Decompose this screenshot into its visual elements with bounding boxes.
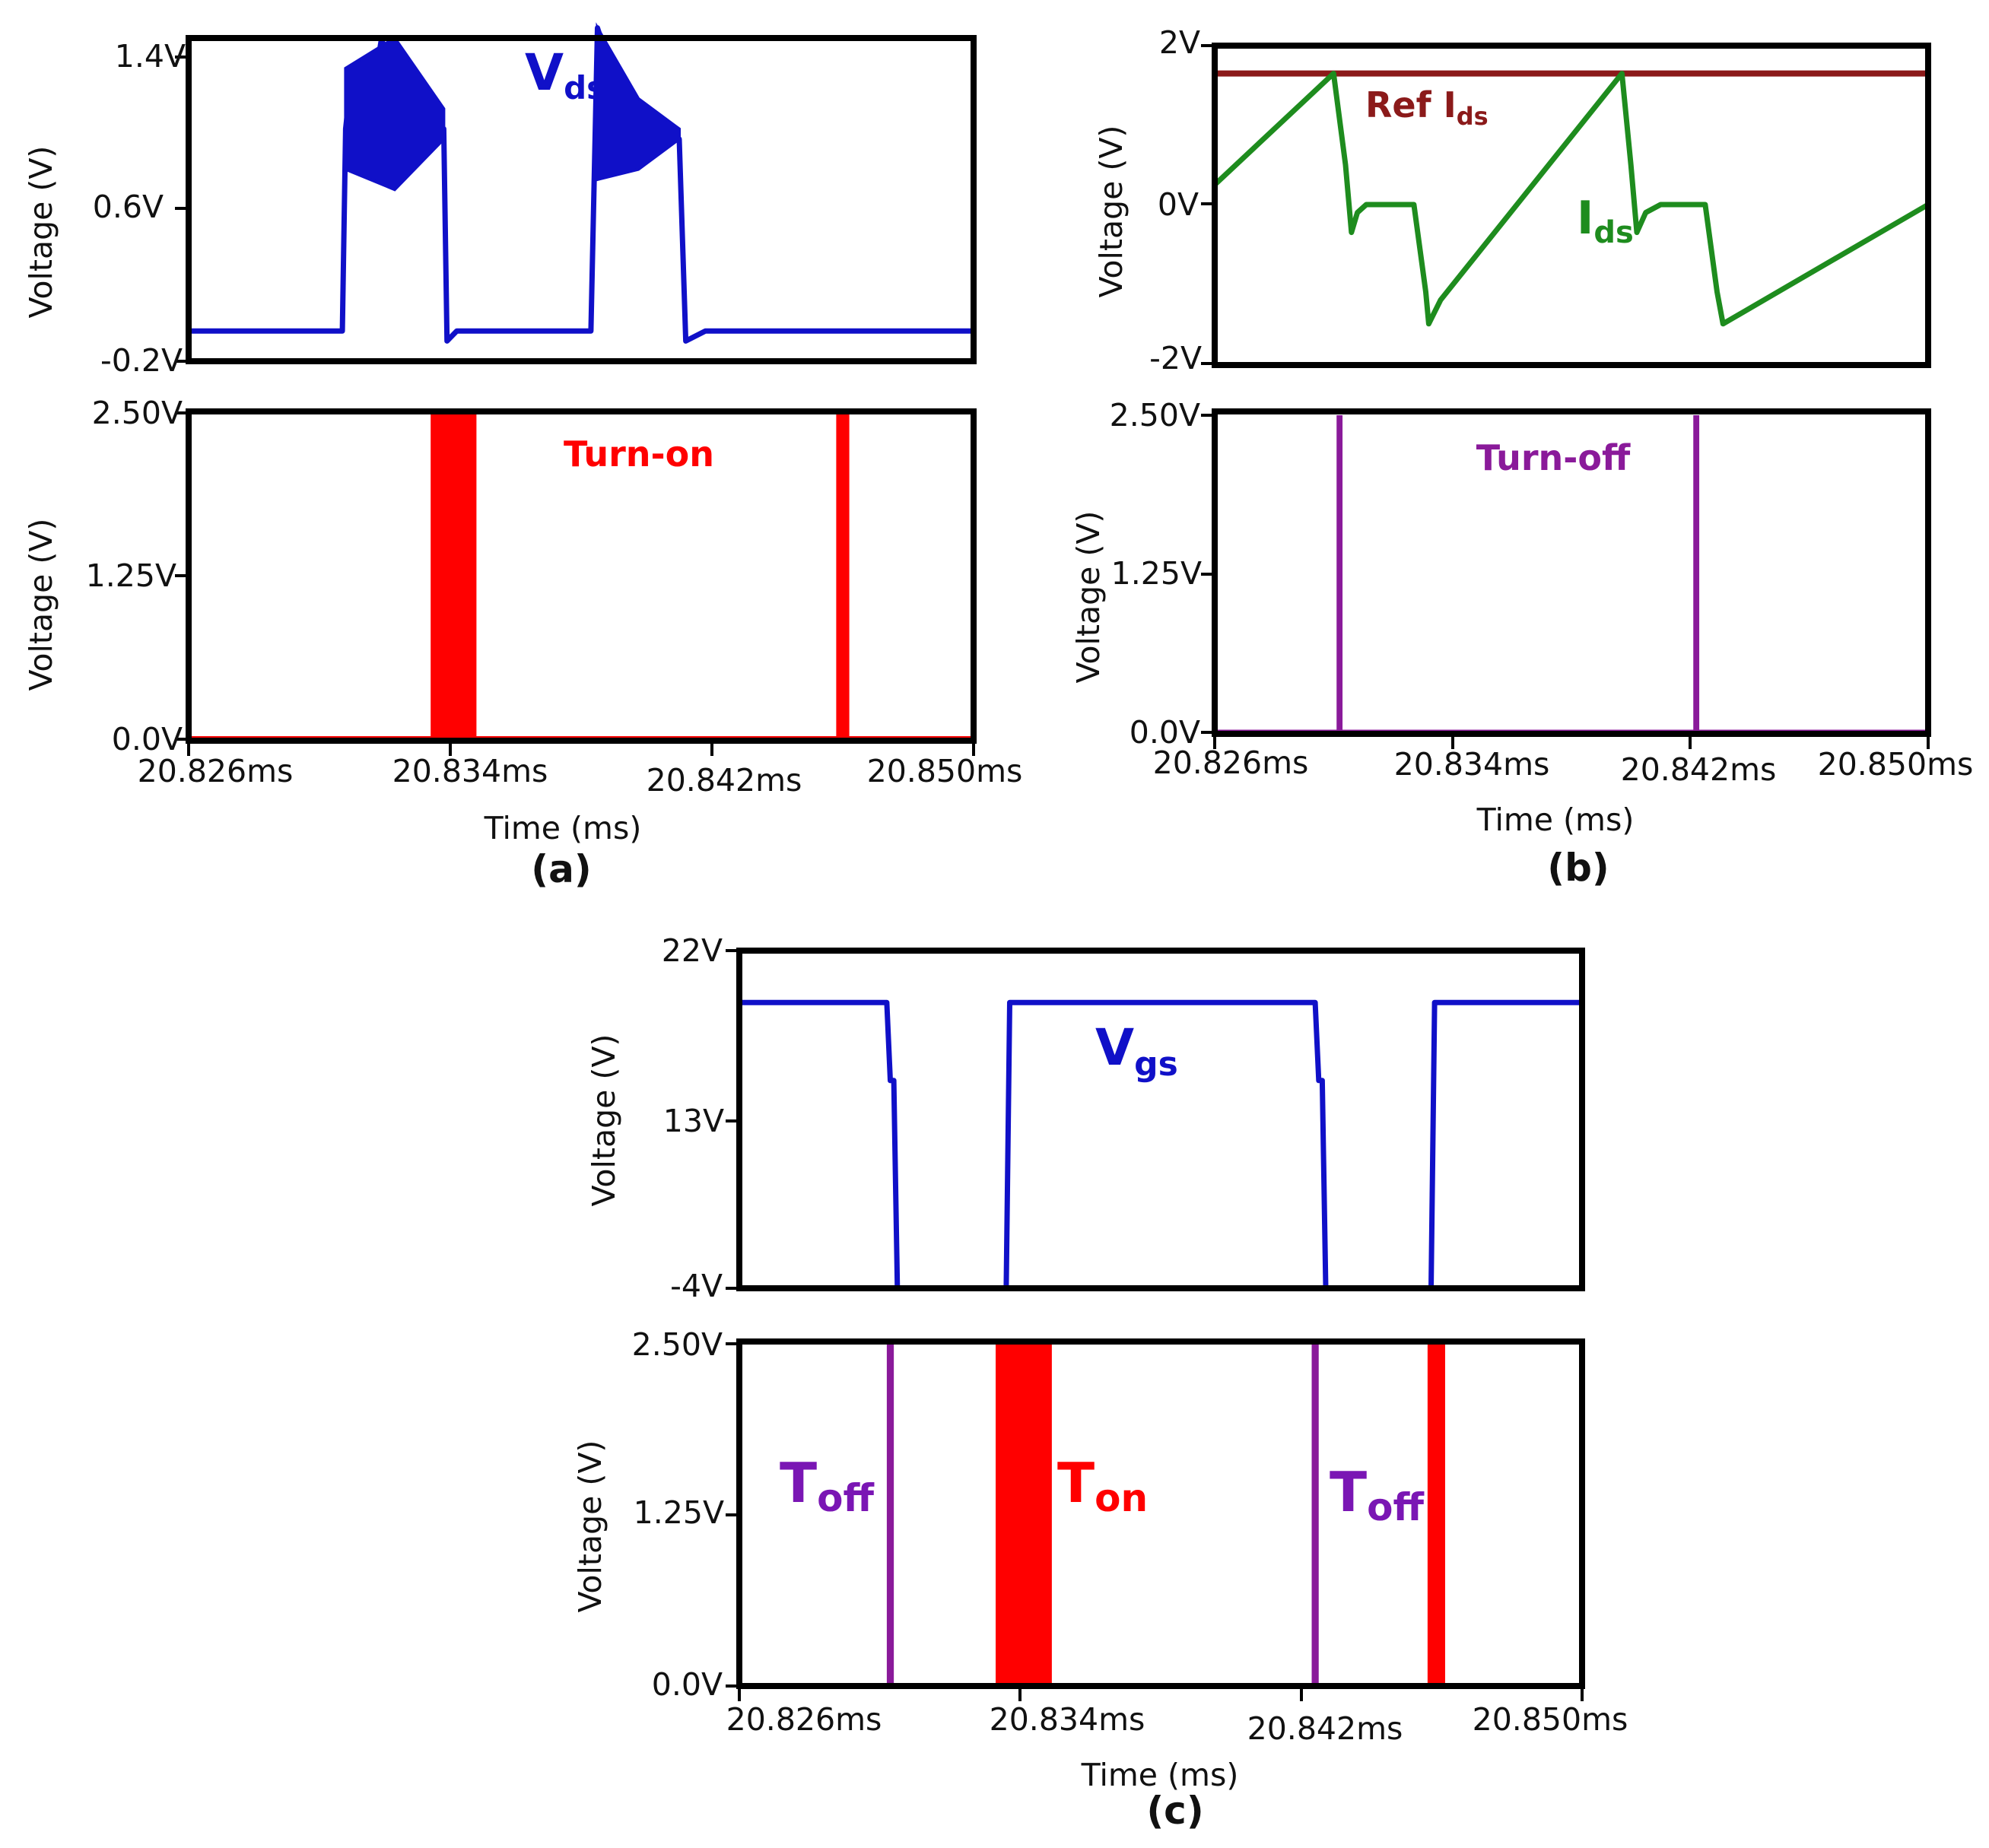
b-top-series [1212, 70, 1930, 327]
panel-label-c: (c) [1146, 1789, 1203, 1833]
b-bottom-xtick-label: 20.834ms [1394, 746, 1550, 783]
b-bottom-xtick-label: 20.842ms [1621, 751, 1777, 788]
chart-c-bottom: 2.50V 1.25V 0.0V 20.826ms 20.834ms 20.84… [572, 1326, 1628, 1833]
c-bottom-xtick-label: 20.850ms [1473, 1701, 1628, 1738]
c-bottom-ylabel: Voltage (V) [572, 1440, 608, 1613]
turn-off-pulse [1336, 415, 1343, 732]
b-bottom-xtick-label: 20.826ms [1153, 745, 1309, 781]
c-bottom-xlabel: Time (ms) [1081, 1757, 1239, 1793]
c-bottom-annotation-ton: Ton [1057, 1451, 1148, 1520]
vds-ringing-burst [596, 22, 681, 182]
chart-c-top: 22V 13V -4V Voltage (V) Vgs [586, 932, 1585, 1304]
b-bottom-xtick-label: 20.850ms [1818, 746, 1974, 783]
c-bottom-annotation-toff-2: Toff [1330, 1460, 1424, 1529]
a-bottom-annotation-turn-on: Turn-on [564, 433, 714, 475]
a-bottom-ytick-label: 1.25V [86, 557, 176, 594]
c-top-ytick-label: -4V [670, 1268, 723, 1304]
a-bottom-xtick-label: 20.842ms [647, 762, 802, 799]
c-bottom-ytick-label: 1.25V [634, 1494, 724, 1531]
chart-a-top: 1.4V 0.6V -0.2V Voltage (V) Vds [23, 22, 977, 379]
turn-on-pulse [836, 413, 850, 739]
a-bottom-xtick-label: 20.850ms [867, 753, 1023, 789]
b-top-frame [1212, 43, 1931, 368]
vds-ringing-burst [344, 36, 446, 192]
b-top-ytick-label: -2V [1149, 340, 1202, 376]
t-on-pulse [1427, 1344, 1445, 1686]
a-bottom-xlabel: Time (ms) [484, 810, 642, 846]
chart-b-bottom: 2.50V 1.25V 0.0V 20.826ms 20.834ms 20.84… [1070, 397, 1973, 890]
c-bottom-xtick-label: 20.826ms [726, 1701, 882, 1738]
turn-off-pulse [1693, 415, 1700, 732]
b-top-ytick-label: 0V [1158, 186, 1199, 223]
chart-a-bottom: 2.50V 1.25V 0.0V 20.826ms 20.834ms 20.84… [23, 395, 1022, 891]
b-top-ylabel: Voltage (V) [1093, 125, 1130, 298]
c-top-ylabel: Voltage (V) [586, 1034, 622, 1207]
b-bottom-ylabel: Voltage (V) [1070, 511, 1107, 684]
b-top-annotation-ref-ids: Ref Ids [1365, 84, 1489, 131]
t-off-pulse [886, 1344, 894, 1686]
b-top-ytick-label: 2V [1159, 24, 1200, 61]
a-top-annotation-vds: Vds [525, 43, 605, 106]
b-bottom-ytick-label: 0.0V [1130, 714, 1200, 751]
a-top-ytick-label: 1.4V [115, 38, 186, 75]
b-bottom-ytick-label: 1.25V [1111, 555, 1202, 592]
b-bottom-ytick-label: 2.50V [1110, 397, 1200, 433]
a-top-ytick-label: -0.2V [100, 342, 183, 379]
b-bottom-annotation-turn-off: Turn-off [1476, 437, 1631, 478]
c-top-annotation-vgs: Vgs [1095, 1018, 1178, 1084]
a-top-frame [186, 35, 977, 364]
panel-label-b: (b) [1547, 846, 1609, 890]
a-bottom-xtick-label: 20.834ms [392, 753, 548, 789]
a-top-series [189, 22, 974, 344]
b-top-annotation-ids: Ids [1577, 192, 1634, 250]
b-bottom-xlabel: Time (ms) [1476, 802, 1635, 838]
t-on-pulse [996, 1344, 1052, 1686]
c-top-ytick-label: 13V [663, 1103, 724, 1139]
c-bottom-ytick-label: 0.0V [652, 1666, 723, 1703]
c-bottom-annotation-toff-1: Toff [780, 1451, 874, 1520]
a-top-ylabel: Voltage (V) [23, 146, 59, 319]
c-bottom-xtick-label: 20.842ms [1247, 1710, 1403, 1747]
c-top-ytick-label: 22V [662, 932, 723, 969]
c-bottom-xtick-label: 20.834ms [990, 1701, 1145, 1738]
turn-on-pulse [431, 413, 477, 739]
t-off-pulse [1311, 1344, 1319, 1686]
a-bottom-ytick-label: 0.0V [112, 721, 183, 757]
a-bottom-xtick-label: 20.826ms [138, 753, 294, 789]
panel-label-a: (a) [531, 847, 591, 891]
c-bottom-ytick-label: 2.50V [632, 1326, 723, 1363]
chart-b-top: 2V 0V -2V Voltage (V) Ref Ids Ids [1093, 24, 1931, 376]
a-bottom-ytick-label: 2.50V [92, 395, 183, 431]
a-bottom-ylabel: Voltage (V) [23, 519, 59, 691]
i-ds-line [1212, 71, 1930, 327]
a-top-ytick-label: 0.6V [93, 189, 164, 225]
